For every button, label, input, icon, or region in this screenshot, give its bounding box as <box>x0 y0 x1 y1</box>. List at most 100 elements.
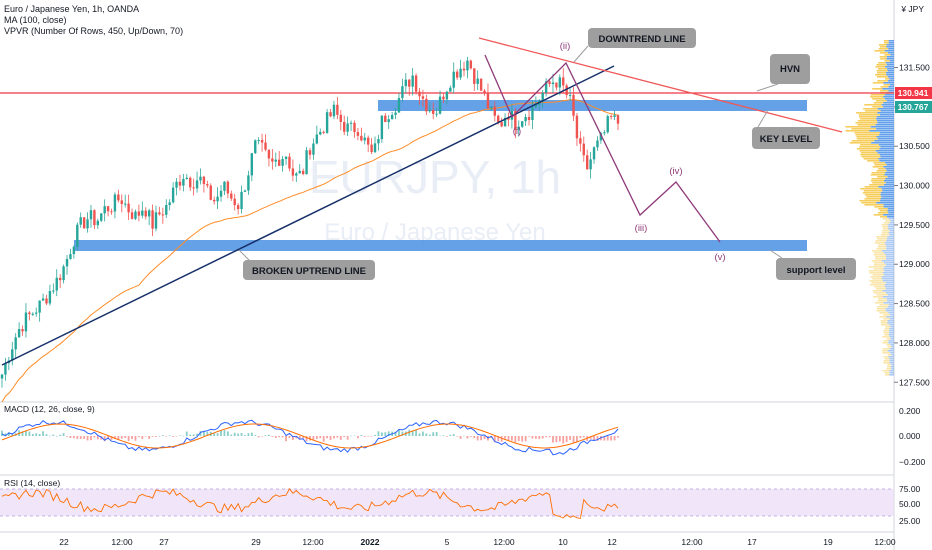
candle-body <box>596 140 599 148</box>
vp-bar-down <box>891 368 894 370</box>
vp-bar-up <box>864 104 882 106</box>
macd-hist-bar <box>271 436 274 437</box>
ma-line <box>1 99 619 403</box>
candle-body <box>452 71 455 88</box>
vp-bar-up <box>879 216 888 218</box>
macd-hist-bar <box>473 436 476 438</box>
macd-hist-bar <box>562 436 565 444</box>
macd-hist-bar <box>114 436 116 440</box>
vp-bar-up <box>877 246 887 248</box>
vp-bar-up <box>883 314 891 316</box>
vp-bar-up <box>884 60 890 62</box>
vp-bar-up <box>873 254 886 256</box>
macd-hist-bar <box>411 430 414 436</box>
vp-bar-down <box>876 202 894 204</box>
vp-bar-up <box>861 156 881 158</box>
vp-bar-down <box>884 262 894 264</box>
vp-bar-up <box>877 176 888 178</box>
vp-bar-up <box>857 120 878 122</box>
candle-body <box>28 312 31 315</box>
candle-body <box>483 90 486 93</box>
vp-bar-down <box>885 62 894 64</box>
macd-hist-bar <box>172 436 175 437</box>
candle-body <box>414 75 418 92</box>
callout-box <box>752 127 820 149</box>
vp-bar-up <box>866 196 882 198</box>
macd-hist-bar <box>565 436 568 442</box>
vp-bar-down <box>882 88 894 90</box>
candle-body <box>69 254 72 259</box>
candle-body <box>356 132 360 136</box>
macd-hist-bar <box>538 436 541 440</box>
macd-hist-bar <box>45 434 48 436</box>
vp-bar-up <box>878 212 889 214</box>
vp-bar-down <box>891 346 894 348</box>
vp-bar-up <box>865 110 881 112</box>
vp-bar-up <box>877 68 888 70</box>
candle-body <box>616 115 620 124</box>
vp-bar-down <box>886 74 894 76</box>
vp-bar-up <box>878 44 887 46</box>
vp-bar-up <box>883 228 889 230</box>
macd-hist-bar <box>254 435 257 436</box>
candle-body <box>65 258 69 267</box>
price-tick-label: 128.000 <box>899 338 930 348</box>
macd-hist-bar <box>558 436 561 442</box>
vp-bar-down <box>889 222 894 224</box>
candle-body <box>223 181 226 191</box>
macd-hist-bar <box>179 435 181 436</box>
callout-downtrend[interactable]: DOWNTREND LINE <box>573 28 696 63</box>
downtrend-line[interactable] <box>478 37 843 133</box>
vp-bar-down <box>888 80 894 82</box>
vp-bar-up <box>873 162 886 164</box>
callout-key-level[interactable]: KEY LEVEL <box>752 109 820 149</box>
candle-body <box>254 140 257 154</box>
vp-bar-down <box>889 234 894 236</box>
candle-body <box>346 123 349 132</box>
vp-bar-down <box>885 310 894 312</box>
price-tick-label: 129.500 <box>899 220 930 230</box>
candle-body <box>113 194 117 212</box>
vp-bar-up <box>877 300 888 302</box>
candle-body <box>288 156 291 169</box>
vp-bar-down <box>877 112 894 114</box>
vp-bar-up <box>883 360 890 362</box>
candle-body <box>558 77 562 88</box>
candle-body <box>189 177 192 188</box>
elliott-wave-path[interactable] <box>484 54 721 243</box>
macd-hist-bar <box>141 436 144 440</box>
vp-bar-down <box>890 54 894 56</box>
macd-hist-bar <box>86 436 89 441</box>
time-axis[interactable]: 22 12:00 27 29 12:00 2022 5 12:00 10 12 12:00 17 19 1… <box>59 537 896 547</box>
macd-hist-bar <box>168 435 171 436</box>
time-tick-label: 5 <box>445 537 450 547</box>
vp-bar-down <box>887 176 894 178</box>
candle-body <box>24 312 28 332</box>
vp-bar-up <box>859 146 881 148</box>
candle-body <box>582 143 585 156</box>
candle-body <box>100 213 103 221</box>
macd-hist-bar <box>312 436 315 440</box>
callout-broken-uptrend[interactable]: BROKEN UPTREND LINE <box>238 249 375 280</box>
vp-bar-up <box>883 222 890 224</box>
macd-hist-bar <box>213 433 216 436</box>
macd-hist-bar <box>182 435 185 437</box>
macd-hist-bar <box>469 436 472 437</box>
vp-bar-up <box>868 270 885 272</box>
vp-bar-down <box>879 154 894 156</box>
macd-hist-bar <box>610 436 613 441</box>
macd-hist-bar <box>185 431 188 436</box>
macd-hist-bar <box>442 435 445 436</box>
vp-bar-down <box>875 150 894 152</box>
current-price-tag: 130.767 <box>898 102 929 112</box>
vp-bar-down <box>888 42 894 44</box>
rsi-tick: 25.00 <box>899 516 921 526</box>
candle-body <box>360 135 363 141</box>
macd-hist-bar <box>131 436 133 440</box>
candle-body <box>473 68 476 84</box>
vp-bar-down <box>890 326 894 328</box>
callout-hvn[interactable]: HVN <box>756 54 810 92</box>
callout-support[interactable]: support level <box>769 249 856 280</box>
vp-bar-down <box>883 82 894 84</box>
